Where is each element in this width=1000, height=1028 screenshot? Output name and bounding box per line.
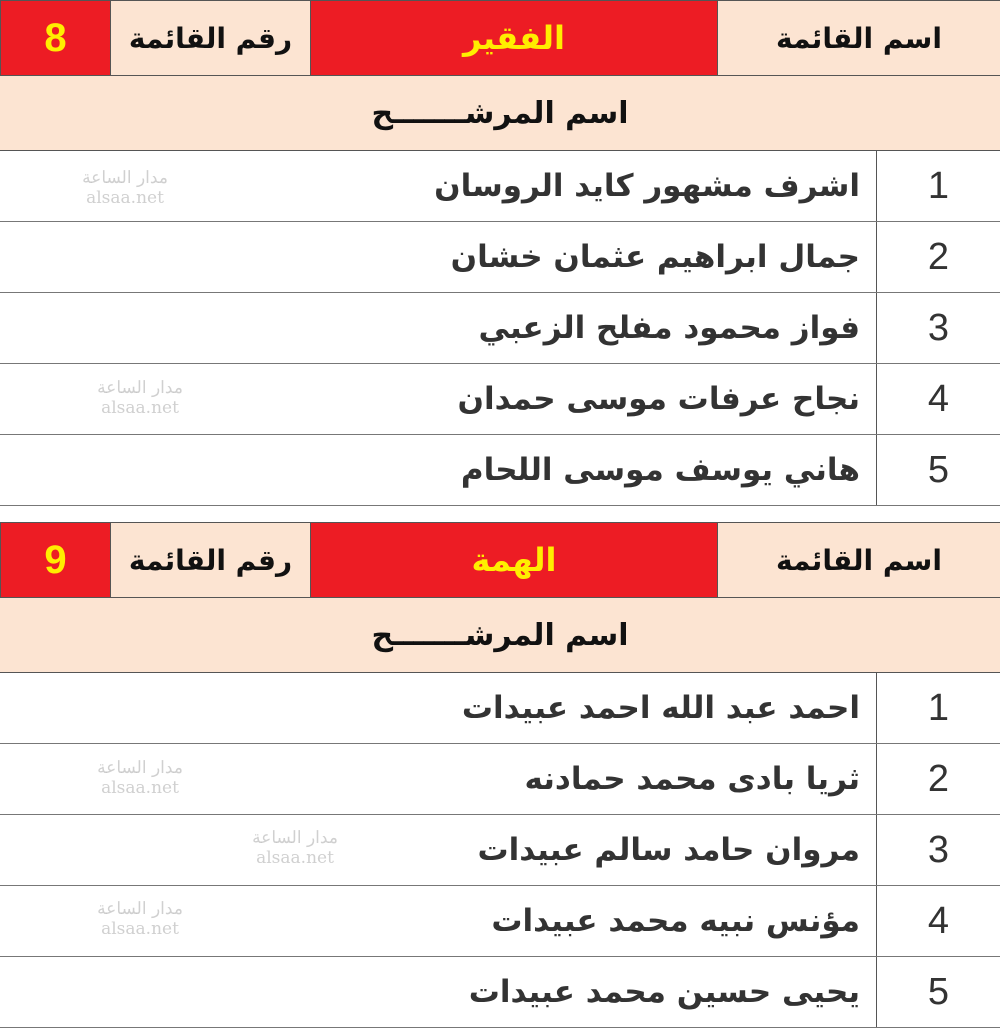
candidate-number: 2 (876, 222, 1000, 292)
list-header: 9 رقم القائمة الهمة اسم القائمة (0, 522, 1000, 598)
table-row: 4 مؤنس نبيه محمد عبيدات (0, 886, 1000, 957)
watermark-url: alsaa.net (101, 398, 179, 418)
candidate-number: 5 (876, 435, 1000, 505)
table-row: 1 احمد عبد الله احمد عبيدات (0, 673, 1000, 744)
watermark: مدار الساعة alsaa.net (85, 899, 195, 939)
candidate-number: 3 (876, 293, 1000, 363)
table-row: 5 هاني يوسف موسى اللحام (0, 435, 1000, 506)
table-row: 2 جمال ابراهيم عثمان خشان (0, 222, 1000, 293)
watermark-url: alsaa.net (101, 919, 179, 939)
candidate-name: جمال ابراهيم عثمان خشان (450, 239, 860, 275)
watermark-url: alsaa.net (256, 848, 334, 868)
candidate-name: يحيى حسين محمد عبيدات (468, 974, 860, 1010)
table-row: 5 يحيى حسين محمد عبيدات (0, 957, 1000, 1028)
candidate-number: 1 (876, 673, 1000, 743)
watermark: مدار الساعة alsaa.net (240, 828, 350, 868)
candidate-name: احمد عبد الله احمد عبيدات (461, 690, 860, 726)
candidate-number: 4 (876, 364, 1000, 434)
list-table-8: 8 رقم القائمة الفقير اسم القائمة اسم الم… (0, 0, 1000, 506)
list-name: الهمة (310, 523, 717, 597)
table-row: 3 مروان حامد سالم عبيدات (0, 815, 1000, 886)
watermark: مدار الساعة alsaa.net (85, 378, 195, 418)
list-header: 8 رقم القائمة الفقير اسم القائمة (0, 0, 1000, 76)
candidate-name: فواز محمود مفلح الزعبي (478, 310, 861, 346)
table-row: 3 فواز محمود مفلح الزعبي (0, 293, 1000, 364)
watermark-url: alsaa.net (101, 778, 179, 798)
candidate-name: هاني يوسف موسى اللحام (460, 452, 860, 488)
candidate-name: نجاح عرفات موسى حمدان (457, 381, 861, 417)
watermark-text: مدار الساعة (97, 378, 183, 398)
candidate-name-header: اسم المرشـــــــح (0, 598, 1000, 673)
watermark-text: مدار الساعة (252, 828, 338, 848)
list-number: 8 (0, 1, 110, 75)
candidate-name: ثريا بادى محمد حمادنه (524, 761, 860, 797)
list-name: الفقير (310, 1, 717, 75)
list-name-label: اسم القائمة (717, 523, 1000, 597)
watermark-text: مدار الساعة (97, 899, 183, 919)
candidate-name: مروان حامد سالم عبيدات (477, 832, 860, 868)
watermark-url: alsaa.net (86, 188, 164, 208)
watermark-text: مدار الساعة (97, 758, 183, 778)
watermark: مدار الساعة alsaa.net (70, 168, 180, 208)
list-name-label: اسم القائمة (717, 1, 1000, 75)
candidate-name: مؤنس نبيه محمد عبيدات (491, 903, 860, 939)
table-row: 2 ثريا بادى محمد حمادنه (0, 744, 1000, 815)
table-row: 4 نجاح عرفات موسى حمدان (0, 364, 1000, 435)
candidate-number: 5 (876, 957, 1000, 1027)
list-table-9: 9 رقم القائمة الهمة اسم القائمة اسم المر… (0, 522, 1000, 1028)
candidate-number: 4 (876, 886, 1000, 956)
candidate-number: 3 (876, 815, 1000, 885)
table-row: 1 اشرف مشهور كايد الروسان (0, 151, 1000, 222)
candidate-name-header: اسم المرشـــــــح (0, 76, 1000, 151)
watermark-text: مدار الساعة (82, 168, 168, 188)
list-number-label: رقم القائمة (110, 1, 310, 75)
list-number-label: رقم القائمة (110, 523, 310, 597)
list-number: 9 (0, 523, 110, 597)
candidate-number: 2 (876, 744, 1000, 814)
candidate-number: 1 (876, 151, 1000, 221)
watermark: مدار الساعة alsaa.net (85, 758, 195, 798)
candidate-name: اشرف مشهور كايد الروسان (434, 168, 860, 204)
